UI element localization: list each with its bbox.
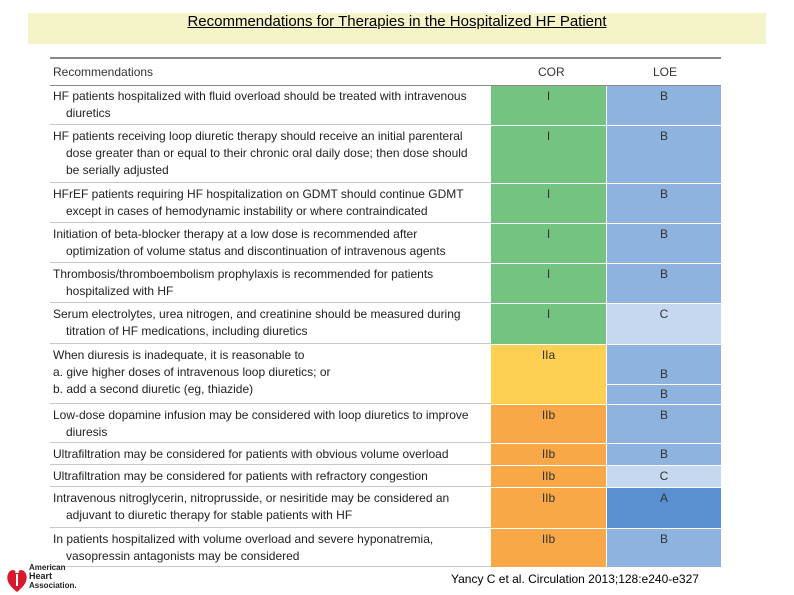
- title-bar: Recommendations for Therapies in the Hos…: [28, 13, 766, 44]
- loe-sub-b: B: [659, 387, 668, 401]
- recommendation-text: Thrombosis/thromboembolism prophylaxis i…: [50, 264, 491, 303]
- page-title: Recommendations for Therapies in the Hos…: [187, 13, 607, 30]
- recommendation-text: HFrEF patients requiring HF hospitalizat…: [50, 184, 491, 223]
- table-row: Intravenous nitroglycerin, nitroprusside…: [50, 488, 721, 529]
- recommendation-text: Serum electrolytes, urea nitrogen, and c…: [50, 304, 491, 344]
- cor-cell: IIb: [491, 405, 606, 443]
- loe-cell: C: [606, 466, 721, 487]
- logo-text: American Heart Association.: [29, 563, 77, 590]
- recommendation-text: Initiation of beta-blocker therapy at a …: [50, 224, 491, 263]
- loe-cell: B: [606, 264, 721, 303]
- loe-cell: B: [606, 529, 721, 567]
- recommendation-text: Intravenous nitroglycerin, nitroprusside…: [50, 488, 491, 528]
- table-row: HF patients receiving loop diuretic ther…: [50, 126, 721, 184]
- loe-cell: B: [606, 86, 721, 125]
- loe-sub-a: B: [607, 365, 721, 385]
- cor-cell: IIb: [491, 488, 606, 528]
- citation: Yancy C et al. Circulation 2013;128:e240…: [451, 572, 699, 586]
- cor-cell: IIb: [491, 444, 606, 465]
- cor-cell: IIa: [491, 345, 606, 404]
- header-loe: LOE: [653, 65, 678, 79]
- table-row: Low-dose dopamine infusion may be consid…: [50, 405, 721, 444]
- cor-cell: I: [491, 304, 606, 344]
- recommendation-text: In patients hospitalized with volume ove…: [50, 529, 491, 567]
- cor-cell: IIb: [491, 529, 606, 567]
- loe-cell: B: [606, 405, 721, 443]
- table-row: Thrombosis/thromboembolism prophylaxis i…: [50, 264, 721, 304]
- loe-cell: C: [606, 304, 721, 344]
- table-row: HFrEF patients requiring HF hospitalizat…: [50, 184, 721, 224]
- table-row: Ultrafiltration may be considered for pa…: [50, 466, 721, 488]
- table-row: HF patients hospitalized with fluid over…: [50, 86, 721, 126]
- table-row: Serum electrolytes, urea nitrogen, and c…: [50, 304, 721, 345]
- recommendation-text: When diuresis is inadequate, it is reaso…: [50, 345, 491, 404]
- recommendations-table: Recommendations COR LOE HF patients hosp…: [50, 57, 721, 568]
- table-header: Recommendations COR LOE: [50, 59, 721, 86]
- cor-cell: I: [491, 264, 606, 303]
- table-row: When diuresis is inadequate, it is reaso…: [50, 345, 721, 405]
- header-cor: COR: [538, 65, 565, 79]
- table-top-rule: [50, 57, 721, 59]
- recommendation-text: Ultrafiltration may be considered for pa…: [50, 466, 491, 487]
- recommendation-text: Low-dose dopamine infusion may be consid…: [50, 405, 491, 443]
- recommendation-text: HF patients hospitalized with fluid over…: [50, 86, 491, 125]
- loe-cell: B: [606, 444, 721, 465]
- loe-cell: B: [606, 224, 721, 263]
- recommendation-text: Ultrafiltration may be considered for pa…: [50, 444, 491, 465]
- table-row: In patients hospitalized with volume ove…: [50, 529, 721, 568]
- loe-cell: B: [606, 184, 721, 223]
- cor-cell: I: [491, 224, 606, 263]
- loe-cell: A: [606, 488, 721, 528]
- loe-cell: B: [606, 126, 721, 183]
- cor-cell: I: [491, 184, 606, 223]
- table-row: Ultrafiltration may be considered for pa…: [50, 444, 721, 466]
- recommendation-text: HF patients receiving loop diuretic ther…: [50, 126, 491, 183]
- cor-cell: I: [491, 126, 606, 183]
- table-row: Initiation of beta-blocker therapy at a …: [50, 224, 721, 264]
- header-recommendations: Recommendations: [53, 65, 154, 79]
- cor-cell: I: [491, 86, 606, 125]
- heart-torch-icon: [7, 566, 27, 592]
- cor-cell: IIb: [491, 466, 606, 487]
- loe-cell: B B: [606, 345, 721, 404]
